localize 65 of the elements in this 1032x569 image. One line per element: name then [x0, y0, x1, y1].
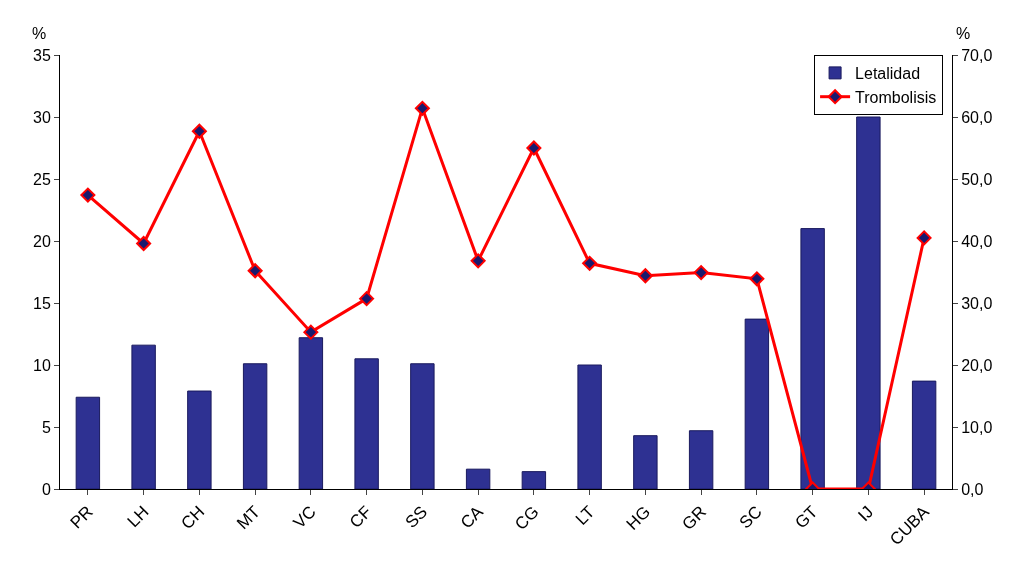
y-tick-label: 15	[33, 294, 51, 312]
bar	[131, 344, 156, 489]
y-tick-label: 30	[33, 108, 51, 126]
bar	[187, 390, 212, 489]
x-tick-label: CA	[456, 501, 488, 533]
x-tick-label: LT	[571, 502, 599, 529]
y2-tick-label: 30,0	[961, 294, 993, 312]
bar	[800, 228, 825, 489]
y2-tick-label: 60,0	[961, 108, 993, 126]
y2-tick-label: 70,0	[961, 46, 993, 64]
x-tick-label: SC	[735, 502, 766, 533]
point	[80, 187, 96, 203]
bar	[577, 364, 602, 489]
y2-axis-title: %	[956, 25, 971, 42]
y2-tick-label: 40,0	[961, 232, 993, 250]
x-tick-label: CF	[346, 502, 376, 532]
point	[414, 100, 430, 116]
x-tick-label: GR	[678, 502, 710, 534]
point	[916, 230, 932, 246]
bar	[298, 337, 324, 489]
x-tick-label: CH	[177, 502, 209, 534]
point	[359, 291, 375, 307]
bar	[410, 363, 435, 489]
point	[582, 255, 598, 271]
x-tick-label: CG	[511, 502, 543, 534]
y-tick-label: 10	[33, 356, 51, 374]
x-tick-label: PR	[66, 502, 97, 533]
legend-label: Letalidad	[855, 65, 921, 83]
x-tick-label: GT	[791, 502, 822, 533]
bar	[242, 363, 268, 489]
bar	[521, 471, 547, 489]
point	[526, 140, 542, 156]
x-tick-label: VC	[289, 502, 320, 533]
bar	[354, 358, 379, 489]
point	[470, 253, 486, 269]
y-axis-title: %	[32, 25, 47, 42]
bar	[75, 396, 101, 489]
point	[191, 123, 207, 139]
y-tick-label: 20	[33, 232, 51, 250]
point	[247, 263, 263, 279]
y-tick-label: 5	[41, 418, 51, 436]
bar	[911, 380, 937, 489]
y-tick-label: 35	[33, 46, 51, 64]
legend-label: Trombolisis	[855, 88, 937, 106]
y-tick-label: 0	[41, 480, 51, 498]
bar	[633, 435, 658, 489]
x-tick-label: LH	[123, 502, 153, 532]
bar	[688, 430, 714, 489]
y-tick-label: 25	[33, 170, 51, 188]
x-tick-label: MT	[233, 502, 264, 534]
x-tick-label: SS	[401, 502, 432, 532]
point	[637, 268, 653, 284]
point	[136, 235, 152, 251]
x-tick-label: HG	[622, 502, 655, 534]
point	[749, 271, 765, 287]
bar	[744, 318, 770, 489]
point	[303, 324, 319, 340]
y2-tick-label: 20,0	[961, 356, 993, 374]
y2-tick-label: 10,0	[961, 418, 993, 436]
y2-tick-label: 50,0	[961, 170, 993, 188]
point	[693, 265, 709, 281]
y2-tick-label: 0,0	[961, 480, 984, 498]
bar	[856, 116, 881, 489]
bar	[465, 468, 491, 489]
x-tick-label: IJ	[854, 502, 878, 526]
